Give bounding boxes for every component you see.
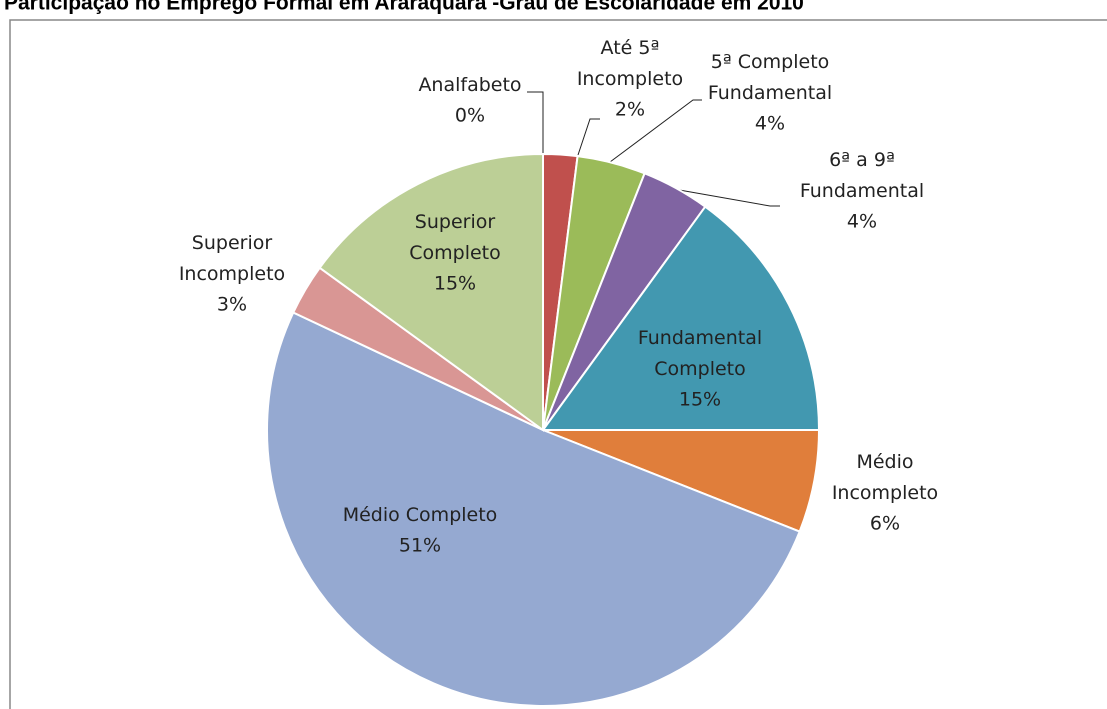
- slice-value-label: 3%: [217, 294, 247, 316]
- chart-title: Participação no Emprego Formal em Araraq…: [4, 0, 804, 15]
- slice-value-label: 0%: [455, 105, 485, 127]
- slice-value-label: 15%: [679, 389, 721, 411]
- slice-label: Superior Completo: [409, 211, 501, 264]
- slice-value-label: 15%: [434, 273, 476, 295]
- chart-frame: [9, 19, 1107, 709]
- slice-label: Médio Incompleto: [832, 451, 938, 504]
- slice-value-label: 6%: [870, 513, 900, 535]
- slice-label: 6ª a 9ª Fundamental: [800, 149, 924, 202]
- slice-value-label: 51%: [399, 535, 441, 557]
- slice-value-label: 4%: [755, 113, 785, 135]
- slice-label: Superior Incompleto: [179, 232, 285, 285]
- slice-label: Até 5ª Incompleto: [577, 37, 683, 90]
- leader-lines: [527, 91, 780, 207]
- slice-label: 5ª Completo Fundamental: [708, 51, 832, 104]
- pie-slice: [266, 311, 801, 708]
- slice-label: Fundamental Completo: [638, 327, 762, 380]
- pie-slice: [318, 152, 544, 432]
- slice-value-label: 2%: [615, 99, 645, 121]
- slice-label: Analfabeto: [418, 74, 521, 96]
- pie-slice: [541, 205, 821, 431]
- slice-label: Médio Completo: [343, 504, 498, 526]
- slice-value-label: 4%: [847, 211, 877, 233]
